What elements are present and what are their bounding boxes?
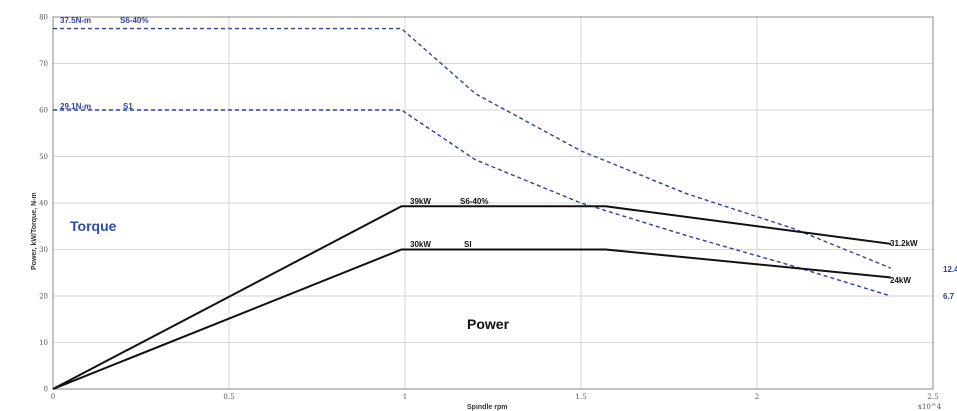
power-s1-end-label: 24kW bbox=[890, 276, 911, 285]
y-tick-label: 0 bbox=[44, 386, 48, 394]
series-layer bbox=[52, 27, 892, 390]
y-tick-label: 50 bbox=[39, 153, 48, 161]
torque-s6-end-label: 12.4 bbox=[943, 265, 957, 274]
torque-s6-mode-label: S6-40% bbox=[120, 16, 148, 25]
y-tick-label: 30 bbox=[39, 246, 48, 254]
series-line-torque-s1 bbox=[53, 109, 892, 297]
x-tick-label: 1.5 bbox=[575, 393, 586, 401]
y-tick-label: 60 bbox=[39, 107, 48, 115]
x-tick-label: 0.5 bbox=[223, 393, 234, 401]
y-tick-label: 80 bbox=[39, 14, 48, 22]
power-s1-value-label: 30kW bbox=[410, 240, 431, 249]
x-axis-multiplier: x10^4 bbox=[918, 403, 942, 411]
y-tick-label: 20 bbox=[39, 293, 48, 301]
series-line-power-s1 bbox=[52, 248, 891, 390]
torque-s1-end-label: 6.7 bbox=[943, 292, 955, 301]
x-axis-title: Spindle rpm bbox=[467, 404, 507, 411]
torque-s1-value-label: 29.1N-m bbox=[60, 102, 91, 111]
x-tick-label: 0 bbox=[51, 393, 55, 401]
power-s6-end-label: 31.2kW bbox=[890, 239, 918, 248]
y-tick-label: 10 bbox=[39, 339, 48, 347]
x-tick-label: 1 bbox=[403, 393, 407, 401]
y-tick-label: 70 bbox=[39, 60, 48, 68]
torque-title: Torque bbox=[70, 218, 117, 234]
torque-s6-value-label: 37.5N-m bbox=[60, 16, 91, 25]
x-tick-label: 2.5 bbox=[927, 393, 938, 401]
x-tick-label: 2 bbox=[755, 393, 759, 401]
plot-frame bbox=[52, 16, 934, 390]
torque-s1-mode-label: S1 bbox=[123, 102, 133, 111]
axes: 0 0.5 1 1.5 2 2.5 0 10 20 30 40 50 60 70 80 bbox=[39, 14, 938, 402]
power-s6-mode-label: S6-40% bbox=[460, 197, 488, 206]
y-axis-title: Power, kW/Torque, N-m bbox=[31, 192, 38, 270]
power-s1-mode-label: SI bbox=[464, 240, 472, 249]
power-title: Power bbox=[467, 316, 510, 332]
series-line-torque-s6-40 bbox=[53, 27, 892, 269]
power-s6-value-label: 39kW bbox=[410, 197, 431, 206]
y-tick-label: 40 bbox=[39, 200, 48, 208]
series-line-power-s6-40 bbox=[52, 205, 891, 390]
